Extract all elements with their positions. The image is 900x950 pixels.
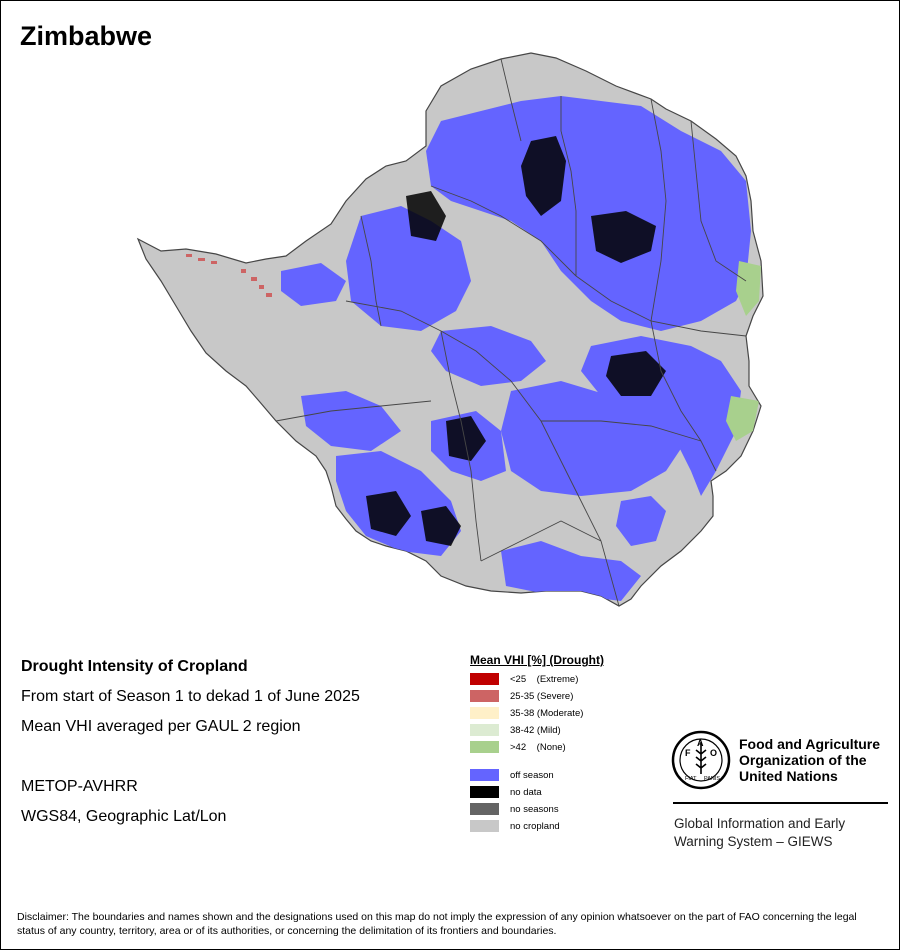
legend-item-mild: 38-42 (Mild) [470, 722, 670, 739]
legend-item-no-data: no data [470, 784, 670, 801]
info-title: Drought Intensity of Cropland [21, 658, 248, 675]
gaul2-boundaries [275, 58, 747, 607]
off-season-east-patch [616, 496, 666, 546]
svg-text:O: O [710, 748, 717, 758]
info-method: Mean VHI averaged per GAUL 2 region [21, 718, 301, 735]
no-data-east [606, 351, 666, 396]
no-data-south [446, 416, 486, 461]
legend: Mean VHI [%] (Drought) <25 (Extreme) 25-… [470, 653, 670, 835]
severe-dot [186, 254, 192, 257]
off-season-midlands [431, 326, 546, 386]
legend-swatch [470, 741, 499, 753]
district-boundary [650, 98, 667, 322]
svg-text:F: F [685, 748, 691, 758]
no-data-west [406, 191, 446, 241]
legend-label: 35-38 (Moderate) [510, 708, 584, 719]
district-boundary [560, 96, 577, 276]
none-class-east-2 [726, 396, 759, 441]
legend-label: >42 (None) [510, 742, 566, 753]
no-data-north [521, 136, 566, 216]
legend-swatch [470, 673, 499, 685]
off-season-north [426, 96, 751, 331]
no-data-south-center [421, 506, 461, 546]
severe-class-areas [186, 254, 272, 297]
info-projection: WGS84, Geographic Lat/Lon [21, 808, 227, 825]
legend-swatch [470, 769, 499, 781]
legend-label: no data [510, 787, 542, 798]
legend-label: off season [510, 770, 554, 781]
legend-item-no-seasons: no seasons [470, 801, 670, 818]
district-boundary [541, 420, 702, 442]
severe-dot [251, 277, 257, 281]
off-season-west-central [346, 206, 471, 331]
no-data-northeast [591, 211, 656, 263]
severe-dot [198, 258, 205, 261]
legend-swatch [470, 820, 499, 832]
info-sensor: METOP-AVHRR [21, 778, 138, 795]
district-boundary [690, 120, 747, 282]
legend-item-severe: 25-35 (Severe) [470, 688, 670, 705]
legend-label: 38-42 (Mild) [510, 725, 561, 736]
fao-organization-name: Food and Agriculture Organization of the… [739, 736, 881, 784]
off-season-central-south [501, 381, 686, 496]
severe-dot [266, 293, 272, 297]
disclaimer: Disclaimer: The boundaries and names sho… [17, 911, 857, 937]
district-boundary [360, 215, 382, 327]
giews-name: Global Information and Early Warning Sys… [674, 816, 846, 849]
legend-swatch [470, 786, 499, 798]
legend-swatch [470, 690, 499, 702]
legend-label: no seasons [510, 804, 559, 815]
district-boundary [500, 58, 522, 142]
no-data-southwest [366, 491, 411, 536]
severe-dot [259, 285, 264, 289]
district-boundary [440, 330, 482, 562]
info-period: From start of Season 1 to dekad 1 of Jun… [21, 688, 360, 705]
district-boundary [650, 320, 717, 472]
legend-label: 25-35 (Severe) [510, 691, 574, 702]
legend-item-extreme: <25 (Extreme) [470, 671, 670, 688]
logo-divider [673, 802, 888, 804]
district-boundary [510, 380, 620, 607]
none-class-areas [726, 261, 761, 441]
legend-item-no-cropland: no cropland [470, 818, 670, 835]
off-season-southeast [501, 541, 641, 601]
fao-logo: F A O FIAT PANIS [671, 730, 731, 790]
legend-label: <25 (Extreme) [510, 674, 579, 685]
map-title: Zimbabwe [20, 21, 153, 51]
off-season-northwest [281, 263, 346, 306]
legend-label: no cropland [510, 821, 560, 832]
legend-swatch [470, 724, 499, 736]
off-season-southwest [301, 391, 401, 451]
legend-swatch [470, 803, 499, 815]
no-data-areas [366, 136, 666, 546]
legend-item-moderate: 35-38 (Moderate) [470, 705, 670, 722]
severe-dot [211, 261, 217, 264]
legend-item-none: >42 (None) [470, 739, 670, 756]
svg-text:A: A [697, 738, 704, 748]
none-class-east-1 [736, 261, 761, 316]
legend-title: Mean VHI [%] (Drought) [470, 653, 604, 667]
svg-text:PANIS: PANIS [704, 776, 720, 782]
district-boundary [430, 185, 577, 277]
svg-text:FIAT: FIAT [685, 776, 697, 782]
legend-item-off-season: off season [470, 767, 670, 784]
district-boundary [480, 520, 602, 562]
legend-swatch [470, 707, 499, 719]
district-boundary [275, 400, 432, 422]
severe-dot [241, 269, 246, 273]
country-map [136, 52, 764, 607]
